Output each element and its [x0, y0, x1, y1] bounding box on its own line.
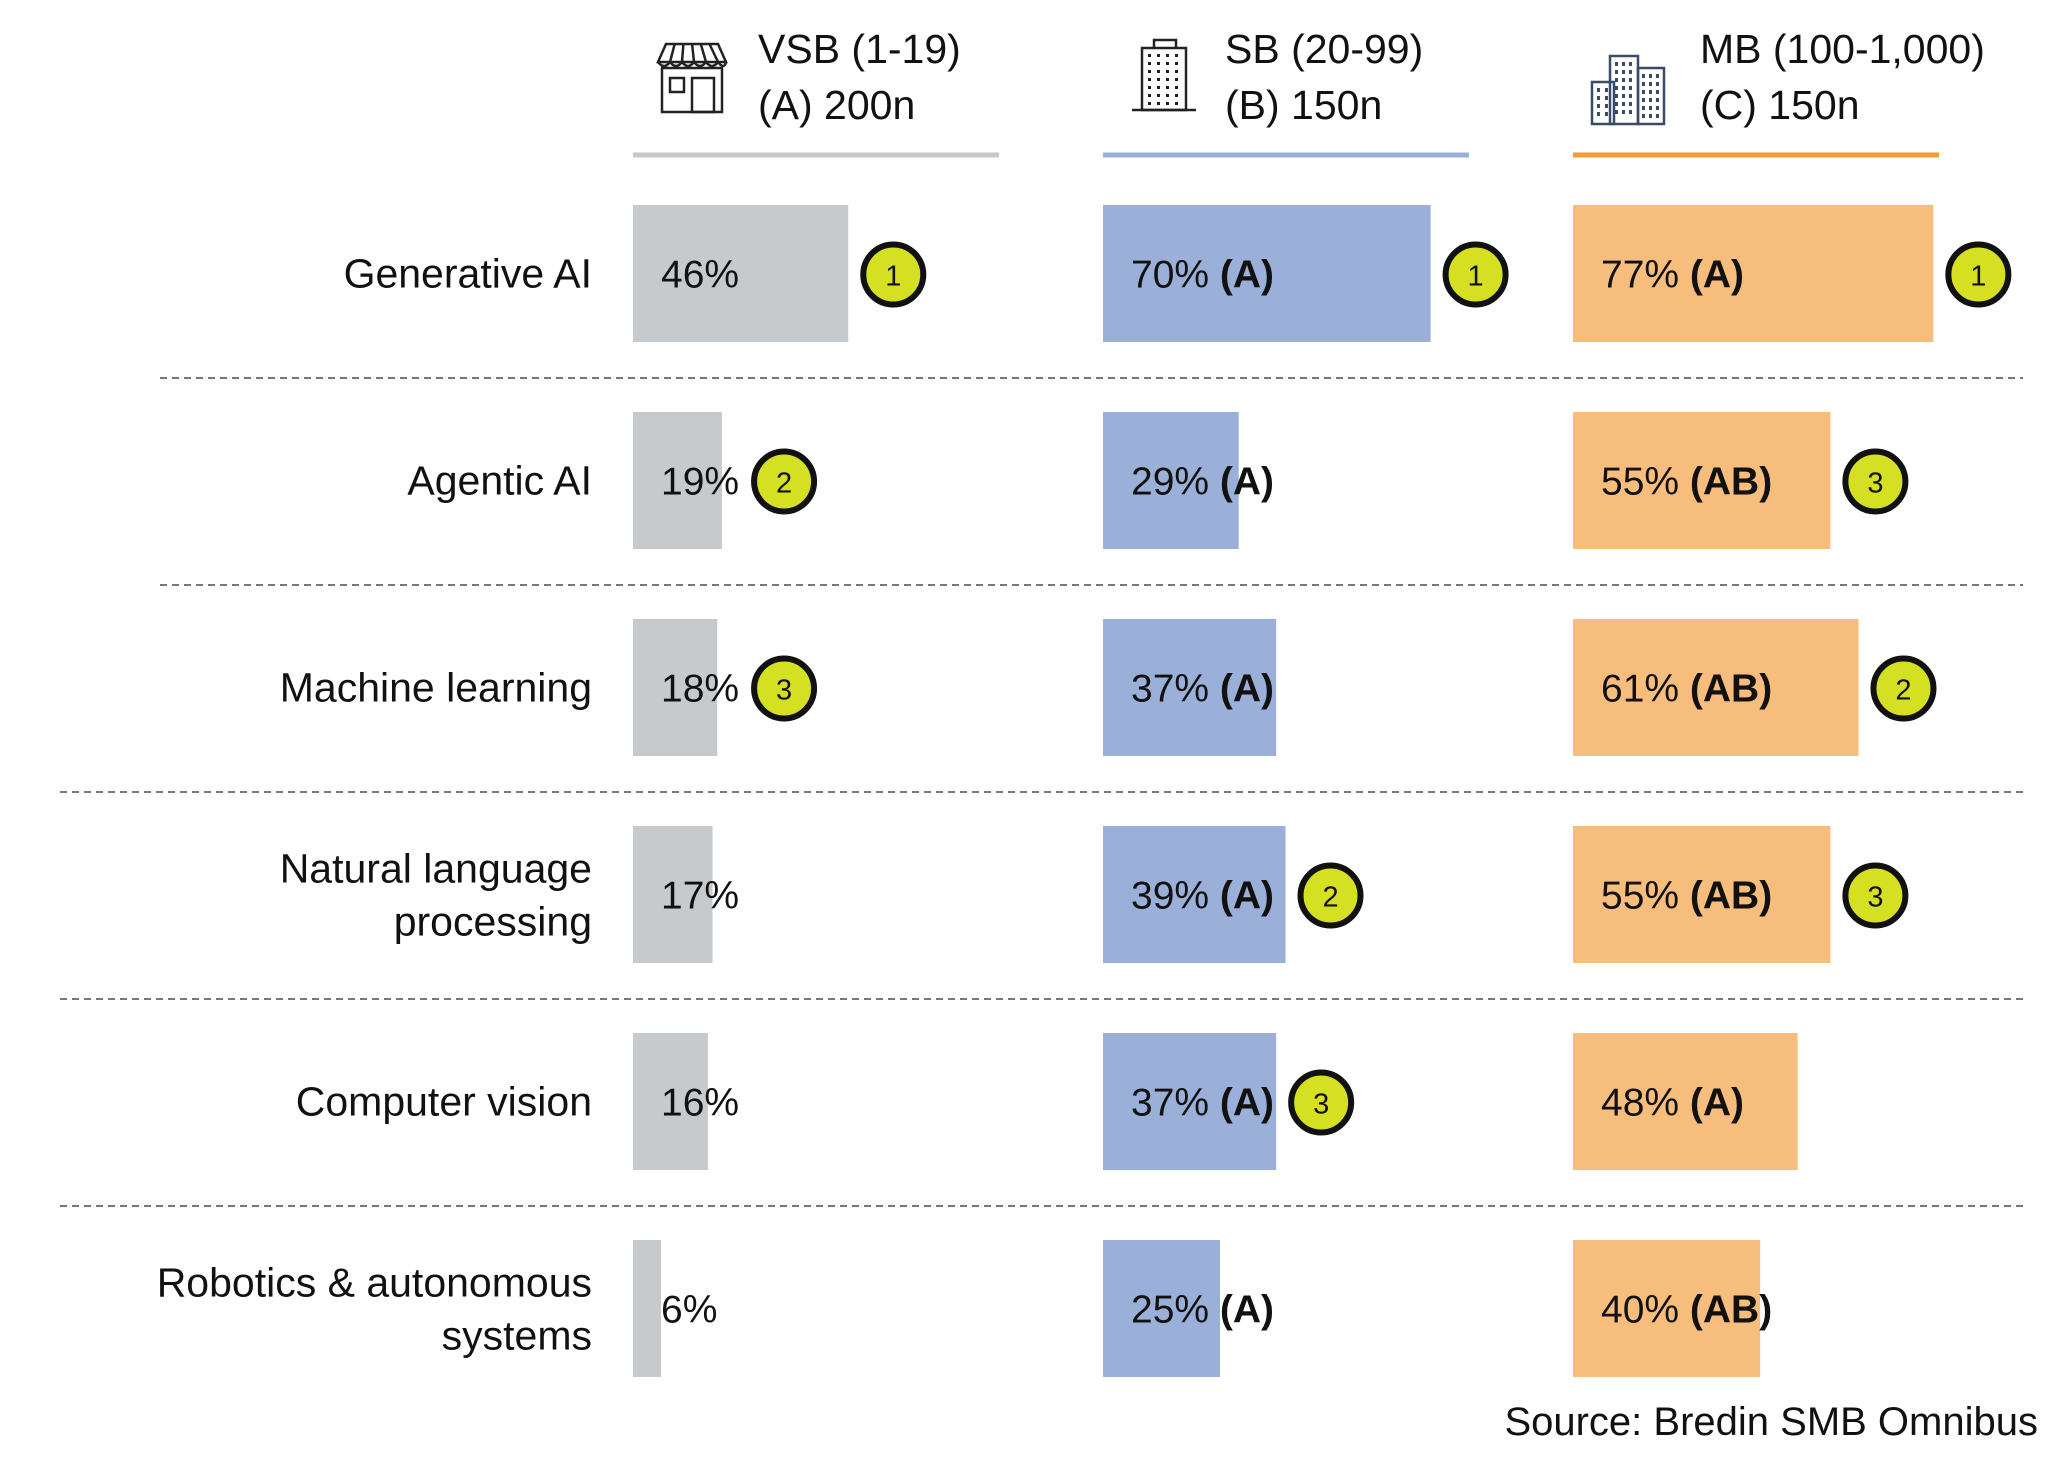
- bar-c: [1573, 412, 1831, 549]
- row-dividers: [60, 377, 2023, 1207]
- data-label-c: 55% (AB): [1601, 875, 1772, 918]
- rank-badge: 2: [1297, 862, 1364, 929]
- bar-a: [633, 205, 849, 342]
- bar-c: [1573, 1033, 1798, 1170]
- rank-badge: 3: [1842, 448, 1909, 515]
- data-label-a: 18%: [661, 668, 739, 711]
- data-label-b: 37% (A): [1131, 1082, 1274, 1125]
- svg-text:1: 1: [885, 261, 901, 293]
- bar-a: [633, 619, 718, 756]
- data-label-c: 40% (AB): [1601, 1289, 1772, 1332]
- bar-b: [1103, 619, 1277, 756]
- data-label-b: 39% (A): [1131, 875, 1274, 918]
- series-name-c: MB (100-1,000): [1700, 26, 1985, 72]
- office-building-icon: [1132, 38, 1196, 112]
- bar-c: [1573, 826, 1831, 963]
- city-buildings-icon: [1590, 54, 1666, 126]
- data-label-a: 19%: [661, 461, 739, 504]
- data-label-b: 70% (A): [1131, 254, 1274, 297]
- data-label-c: 61% (AB): [1601, 668, 1772, 711]
- bar-a: [633, 412, 722, 549]
- row-2: Machine learning 18% 3 37% (A) 61% (AB) 2: [280, 619, 1937, 756]
- svg-text:2: 2: [776, 468, 792, 500]
- svg-text:3: 3: [1867, 882, 1883, 914]
- rank-badge: 3: [751, 655, 818, 722]
- data-label-c: 48% (A): [1601, 1082, 1744, 1125]
- rank-badge: 3: [1288, 1069, 1355, 1136]
- data-label-a: 16%: [661, 1082, 739, 1125]
- rank-badge: 1: [1442, 241, 1509, 308]
- bar-b: [1103, 205, 1431, 342]
- svg-text:2: 2: [1322, 882, 1338, 914]
- svg-text:3: 3: [1867, 468, 1883, 500]
- data-label-c: 55% (AB): [1601, 461, 1772, 504]
- series-sample-b: (B) 150n: [1225, 82, 1382, 128]
- rank-badge: 1: [860, 241, 927, 308]
- data-label-b: 29% (A): [1131, 461, 1274, 504]
- column-headers: VSB (1-19) (A) 200n SB (20-99) (B) 150n MB (…: [633, 26, 1985, 158]
- rank-badge: 2: [751, 448, 818, 515]
- source-note: Source: Bredin SMB Omnibus: [1504, 1400, 2038, 1444]
- data-label-a: 17%: [661, 875, 739, 918]
- data-label-c: 77% (A): [1601, 254, 1744, 297]
- series-sample-a: (A) 200n: [758, 82, 915, 128]
- category-label: Natural language processing: [280, 846, 592, 945]
- category-label: Robotics & autonomous systems: [157, 1260, 592, 1359]
- bar-b: [1103, 1240, 1220, 1377]
- series-sample-c: (C) 150n: [1700, 82, 1860, 128]
- row-5: Robotics & autonomous systems 6% 25% (A) 40%…: [157, 1240, 1772, 1377]
- bar-b: [1103, 1033, 1277, 1170]
- bar-c: [1573, 619, 1859, 756]
- chart-rows: Generative AI 46% 1 70% (A) 1 77% (A) 1 Agentic…: [157, 205, 2012, 1377]
- category-label: Computer vision: [296, 1079, 592, 1125]
- row-0: Generative AI 46% 1 70% (A) 1 77% (A) 1: [344, 205, 2012, 342]
- bar-c: [1573, 205, 1934, 342]
- bar-a: [633, 1240, 662, 1377]
- bar-b: [1103, 826, 1286, 963]
- series-name-a: VSB (1-19): [758, 26, 961, 72]
- category-label: Machine learning: [280, 665, 592, 711]
- data-label-a: 46%: [661, 254, 739, 297]
- row-3: Natural language processing 17% 39% (A) 2 55%…: [280, 826, 1909, 963]
- row-4: Computer vision 16% 37% (A) 3 48% (A): [296, 1033, 1798, 1170]
- bar-c: [1573, 1240, 1761, 1377]
- category-label: Agentic AI: [407, 458, 592, 504]
- data-label-a: 6%: [661, 1289, 717, 1332]
- bar-a: [633, 1033, 708, 1170]
- svg-text:1: 1: [1970, 261, 1986, 293]
- row-1: Agentic AI 19% 2 29% (A) 55% (AB) 3: [407, 412, 1909, 549]
- bar-b: [1103, 412, 1239, 549]
- svg-text:3: 3: [776, 675, 792, 707]
- rank-badge: 2: [1870, 655, 1937, 722]
- storefront-icon: [656, 42, 728, 114]
- category-label: Generative AI: [344, 251, 592, 297]
- rank-badge: 3: [1842, 862, 1909, 929]
- data-label-b: 25% (A): [1131, 1289, 1274, 1332]
- svg-text:3: 3: [1313, 1089, 1329, 1121]
- svg-text:1: 1: [1468, 261, 1484, 293]
- bar-a: [633, 826, 713, 963]
- series-name-b: SB (20-99): [1225, 26, 1423, 72]
- rank-badge: 1: [1945, 241, 2012, 308]
- data-label-b: 37% (A): [1131, 668, 1274, 711]
- svg-text:2: 2: [1895, 675, 1911, 707]
